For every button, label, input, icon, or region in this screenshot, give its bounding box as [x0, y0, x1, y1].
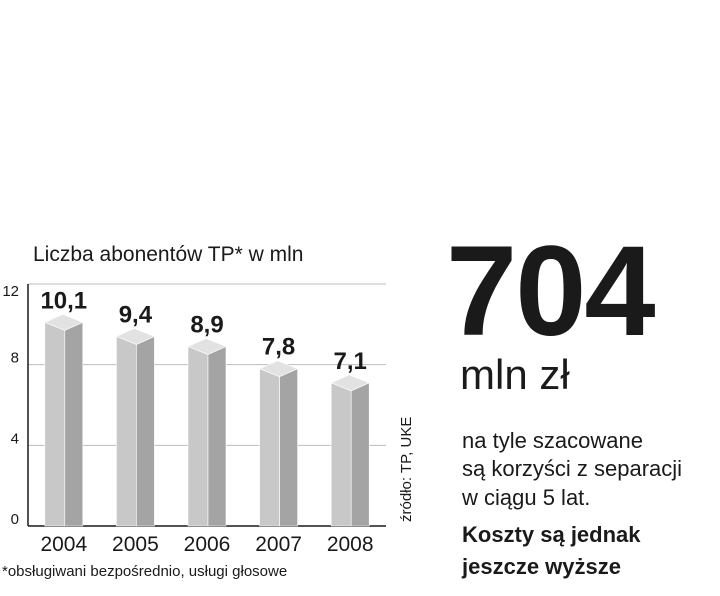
value-label-2007: 7,8 — [262, 334, 295, 361]
chart-footnote: *obsługiwani bezpośrednio, usługi głosow… — [2, 563, 288, 580]
value-label-2005: 9,4 — [119, 301, 153, 328]
y-tick-label-1: 4 — [11, 430, 19, 447]
bar-side-2008 — [350, 382, 370, 527]
highlight-bold-line-1: Koszty są jednak — [462, 522, 641, 547]
chart-source: źródło: TP, UKE — [398, 416, 415, 522]
bar-top-2007 — [258, 360, 299, 378]
bar-top-2004 — [44, 313, 84, 331]
x-tick-label-2005: 2005 — [112, 533, 159, 556]
bar-side-2005 — [136, 335, 155, 527]
highlight-bold-line-2: jeszcze wyższe — [462, 554, 621, 579]
bar-side-2007 — [279, 368, 298, 527]
chart-title: Liczba abonentów TP* w mln — [33, 243, 304, 266]
bar-side-2006 — [207, 346, 227, 527]
highlight-unit: mln zł — [460, 351, 570, 398]
x-tick-label-2004: 2004 — [40, 533, 87, 556]
bar-front-2007 — [259, 368, 280, 527]
bar-front-2005 — [116, 335, 137, 527]
value-label-2006: 8,9 — [190, 312, 223, 339]
bar-side-2004 — [64, 321, 84, 527]
x-tick-label-2007: 2007 — [255, 533, 302, 556]
highlight-line-3: w ciągu 5 lat. — [462, 485, 591, 510]
y-tick-label-0: 0 — [11, 511, 19, 528]
y-tick-label-2: 8 — [11, 350, 19, 367]
x-tick-label-2006: 2006 — [184, 533, 231, 556]
value-label-2008: 7,1 — [334, 348, 367, 375]
x-tick-label-2008: 2008 — [327, 533, 374, 556]
bar-front-2006 — [187, 346, 209, 527]
bar-front-2008 — [330, 382, 352, 527]
bar-top-2005 — [115, 328, 156, 345]
highlight-line-2: są korzyści z separacji — [462, 456, 683, 481]
bar-front-2004 — [44, 321, 66, 527]
value-label-2004: 10,1 — [40, 287, 87, 314]
bar-top-2008 — [330, 374, 370, 392]
highlight-number: 704 — [446, 220, 656, 363]
bar-chart: 0 4 8 12 10,1 2004 9,4 2005 8,9 2006 7,8 2007 7,1 200… — [2, 283, 386, 556]
bar-top-2006 — [187, 338, 227, 355]
y-tick-label-3: 12 — [2, 283, 19, 300]
highlight-line-1: na tyle szacowane — [462, 428, 643, 453]
